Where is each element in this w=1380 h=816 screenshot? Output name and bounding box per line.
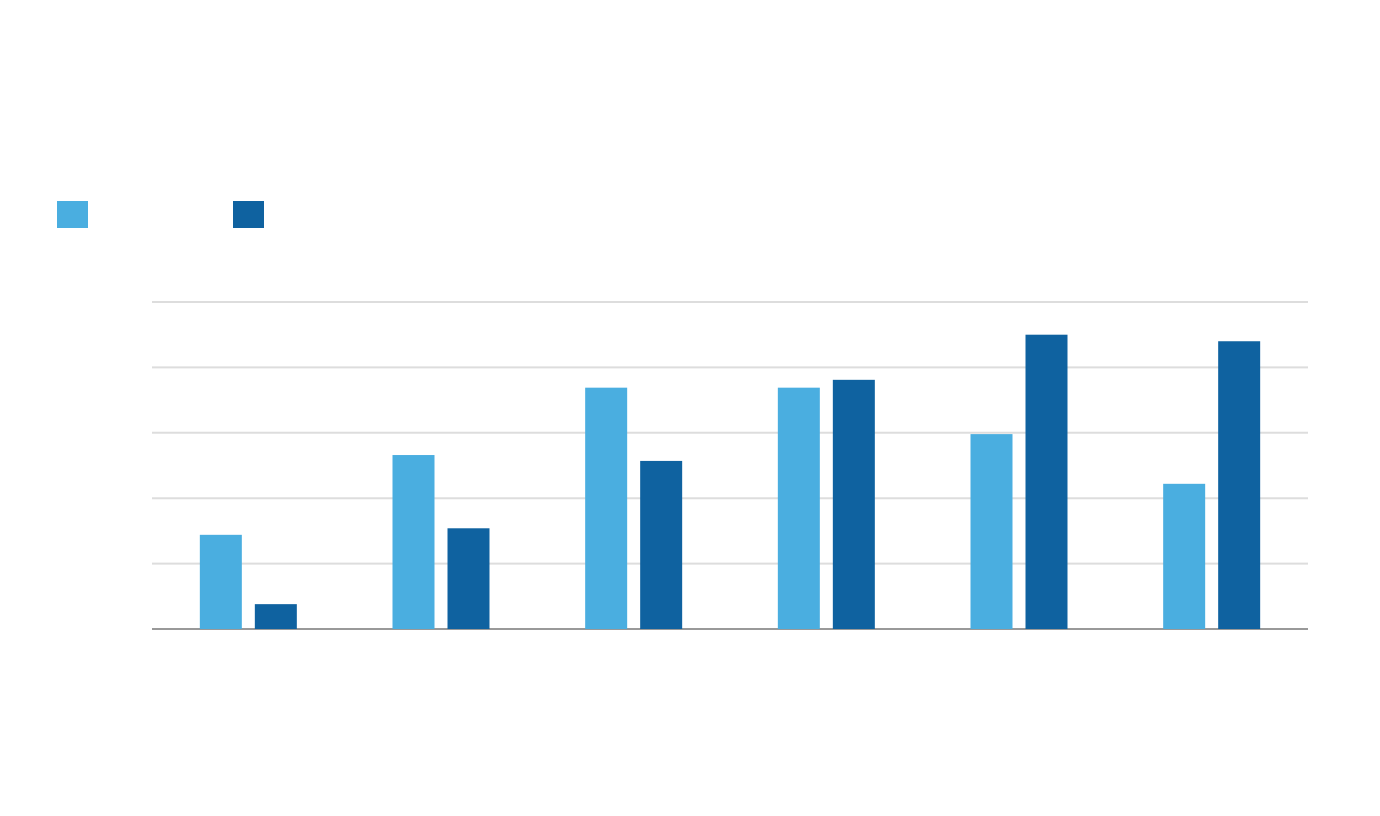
bar	[1218, 341, 1261, 629]
bar	[1025, 334, 1068, 629]
bar	[832, 379, 875, 629]
bar	[392, 455, 435, 629]
bar	[585, 387, 628, 629]
bar	[777, 387, 820, 629]
bar	[254, 604, 297, 629]
bar	[447, 528, 490, 629]
bar	[1163, 483, 1206, 629]
bar	[199, 534, 242, 629]
legend-swatch	[233, 201, 264, 228]
bar	[970, 434, 1013, 629]
legend-swatch	[57, 201, 88, 228]
bar	[640, 460, 683, 629]
